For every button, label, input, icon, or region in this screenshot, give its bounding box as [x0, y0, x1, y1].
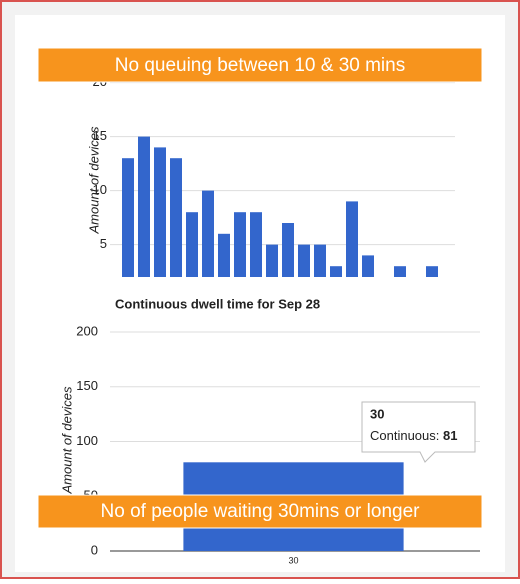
banner: No queuing between 10 & 30 mins: [37, 47, 483, 83]
bar: [122, 158, 134, 277]
banner: No of people waiting 30mins or longer: [37, 494, 483, 529]
bar: [282, 223, 294, 277]
banner-box: [37, 494, 483, 529]
bar: [138, 136, 150, 277]
bar: [346, 201, 358, 277]
y-tick-label: 200: [76, 323, 98, 338]
bar: [250, 212, 262, 277]
x-tick-label: 30: [288, 555, 298, 565]
bar: [234, 212, 246, 277]
y-tick-label: 100: [76, 433, 98, 448]
y-axis-title: Amount of devices: [59, 386, 74, 494]
chart-1: 5101520: [93, 74, 455, 277]
y-tick-label: 15: [93, 128, 107, 143]
annotation: No queuing between 10 & 30 mins: [115, 55, 405, 76]
bar: [330, 266, 342, 277]
banner-box: [37, 47, 483, 83]
bar: [298, 244, 310, 277]
bar: [170, 158, 182, 277]
y-tick-label: 5: [100, 236, 107, 251]
bar: [394, 266, 406, 277]
bar: [426, 266, 438, 277]
bar: [202, 190, 214, 277]
tooltip-value: 81: [443, 428, 457, 443]
y-axis-title: Amount of devices: [86, 126, 101, 234]
bar: [186, 212, 198, 277]
y-tick-label: 150: [76, 378, 98, 393]
tooltip-label: Continuous:: [370, 428, 439, 443]
tooltip-text: Continuous: 81: [370, 428, 457, 443]
tooltip: 30 Continuous: 81: [361, 401, 476, 463]
y-tick-label: 0: [91, 542, 98, 557]
tooltip-box: [361, 401, 476, 463]
annotation: No of people waiting 30mins or longer: [101, 501, 421, 522]
bar: [314, 244, 326, 277]
bar: [362, 255, 374, 277]
bar: [266, 244, 278, 277]
chart-title: Continuous dwell time for Sep 28: [115, 296, 320, 311]
y-tick-label: 10: [93, 182, 107, 197]
bar: [154, 147, 166, 277]
bar: [218, 233, 230, 277]
tooltip-title: 30: [370, 406, 384, 421]
